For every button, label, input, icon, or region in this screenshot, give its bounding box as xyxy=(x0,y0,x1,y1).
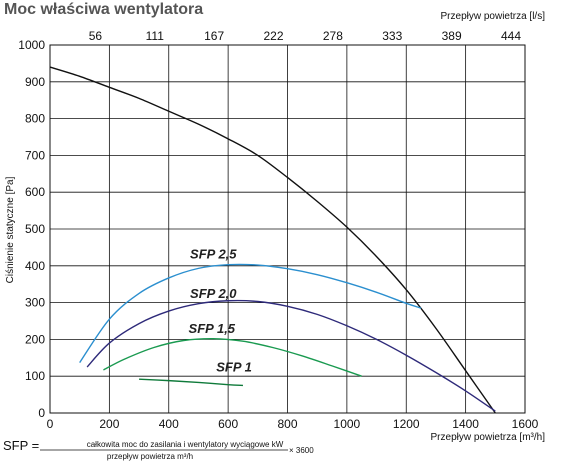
y-tick-label: 0 xyxy=(38,406,45,420)
x-tick-label: 1400 xyxy=(452,417,479,431)
series-lines xyxy=(49,66,496,414)
x2-axis-label: Przepływ powietrza [l/s] xyxy=(441,11,546,22)
y-tick-label: 1000 xyxy=(18,38,45,52)
x-tick-label: 800 xyxy=(277,417,297,431)
formula-lhs: SFP = xyxy=(3,438,39,453)
x-tick-label: 600 xyxy=(218,417,238,431)
x-tick-label: 1600 xyxy=(512,417,539,431)
series-line-3 xyxy=(103,337,362,377)
x-axis-label: Przepływ powietrza [m³/h] xyxy=(431,432,546,443)
fan-curve-line xyxy=(49,66,496,414)
y-axis-label: Ciśnienie statyczne [Pa] xyxy=(5,176,16,283)
x2-tick-label: 278 xyxy=(323,29,343,43)
x2-tick-label: 111 xyxy=(146,29,165,43)
series-label: SFP 2,5 xyxy=(190,246,237,261)
grid xyxy=(49,44,526,414)
series-label: SFP 1 xyxy=(216,359,252,374)
x2-tick-labels: 56 111 167 222 278 333 389 444 xyxy=(89,29,522,43)
x-tick-label: 0 xyxy=(47,417,54,431)
x-tick-label: 1200 xyxy=(393,417,420,431)
y-tick-label: 100 xyxy=(25,369,45,383)
x2-tick-label: 56 xyxy=(89,29,103,43)
series-line-1 xyxy=(79,263,422,363)
series-line-2 xyxy=(86,299,496,412)
formula-multiplier: × 3600 xyxy=(289,446,314,455)
series-labels: SFP 2,5 SFP 2,0 SFP 1,5 SFP 1 xyxy=(189,246,252,374)
y-tick-label: 500 xyxy=(25,222,45,236)
x2-tick-label: 444 xyxy=(501,29,521,43)
x-tick-labels: 0 200 400 600 800 1000 1200 1400 1600 xyxy=(47,417,539,431)
x-tick-label: 400 xyxy=(159,417,179,431)
y-tick-label: 200 xyxy=(25,332,45,346)
x-tick-label: 1000 xyxy=(334,417,361,431)
x2-tick-label: 167 xyxy=(204,29,224,43)
y-tick-labels: 0 100 200 300 400 500 600 700 800 900 1000 xyxy=(18,38,45,420)
sfp-formula: SFP = całkowita moc do zasilania i wenty… xyxy=(3,438,314,461)
chart-title: Moc właściwa wentylatora xyxy=(4,1,203,18)
formula-numerator: całkowita moc do zasilania i wentylatory… xyxy=(87,440,284,449)
series-line-4 xyxy=(139,378,244,387)
x2-tick-label: 333 xyxy=(382,29,402,43)
x2-tick-label: 389 xyxy=(442,29,462,43)
y-tick-label: 700 xyxy=(25,148,45,162)
series-label: SFP 1,5 xyxy=(189,321,236,336)
x-tick-label: 200 xyxy=(99,417,119,431)
y-tick-label: 300 xyxy=(25,296,45,310)
plot-frame xyxy=(49,44,526,414)
y-tick-label: 600 xyxy=(25,185,45,199)
y-tick-label: 900 xyxy=(25,75,45,89)
series-label: SFP 2,0 xyxy=(190,286,237,301)
y-tick-label: 800 xyxy=(25,112,45,126)
x2-tick-label: 222 xyxy=(263,29,283,43)
formula-denominator: przepływ powietrza m³/h xyxy=(107,452,193,461)
y-tick-label: 400 xyxy=(25,259,45,273)
